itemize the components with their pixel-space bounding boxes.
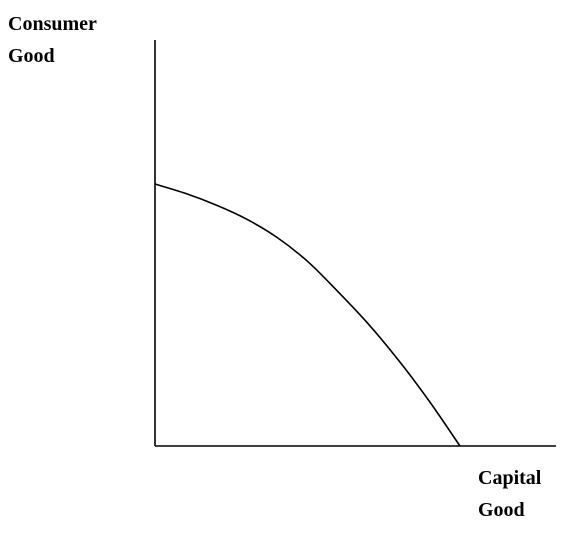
- x-axis-title-line2: Good: [478, 499, 525, 521]
- x-axis-title-line1: Capital: [478, 467, 542, 489]
- y-axis-title-line2: Good: [8, 45, 55, 67]
- y-axis-title-line1: Consumer: [8, 13, 97, 35]
- series-line-0: [154, 183, 461, 447]
- series-layer: [154, 183, 461, 447]
